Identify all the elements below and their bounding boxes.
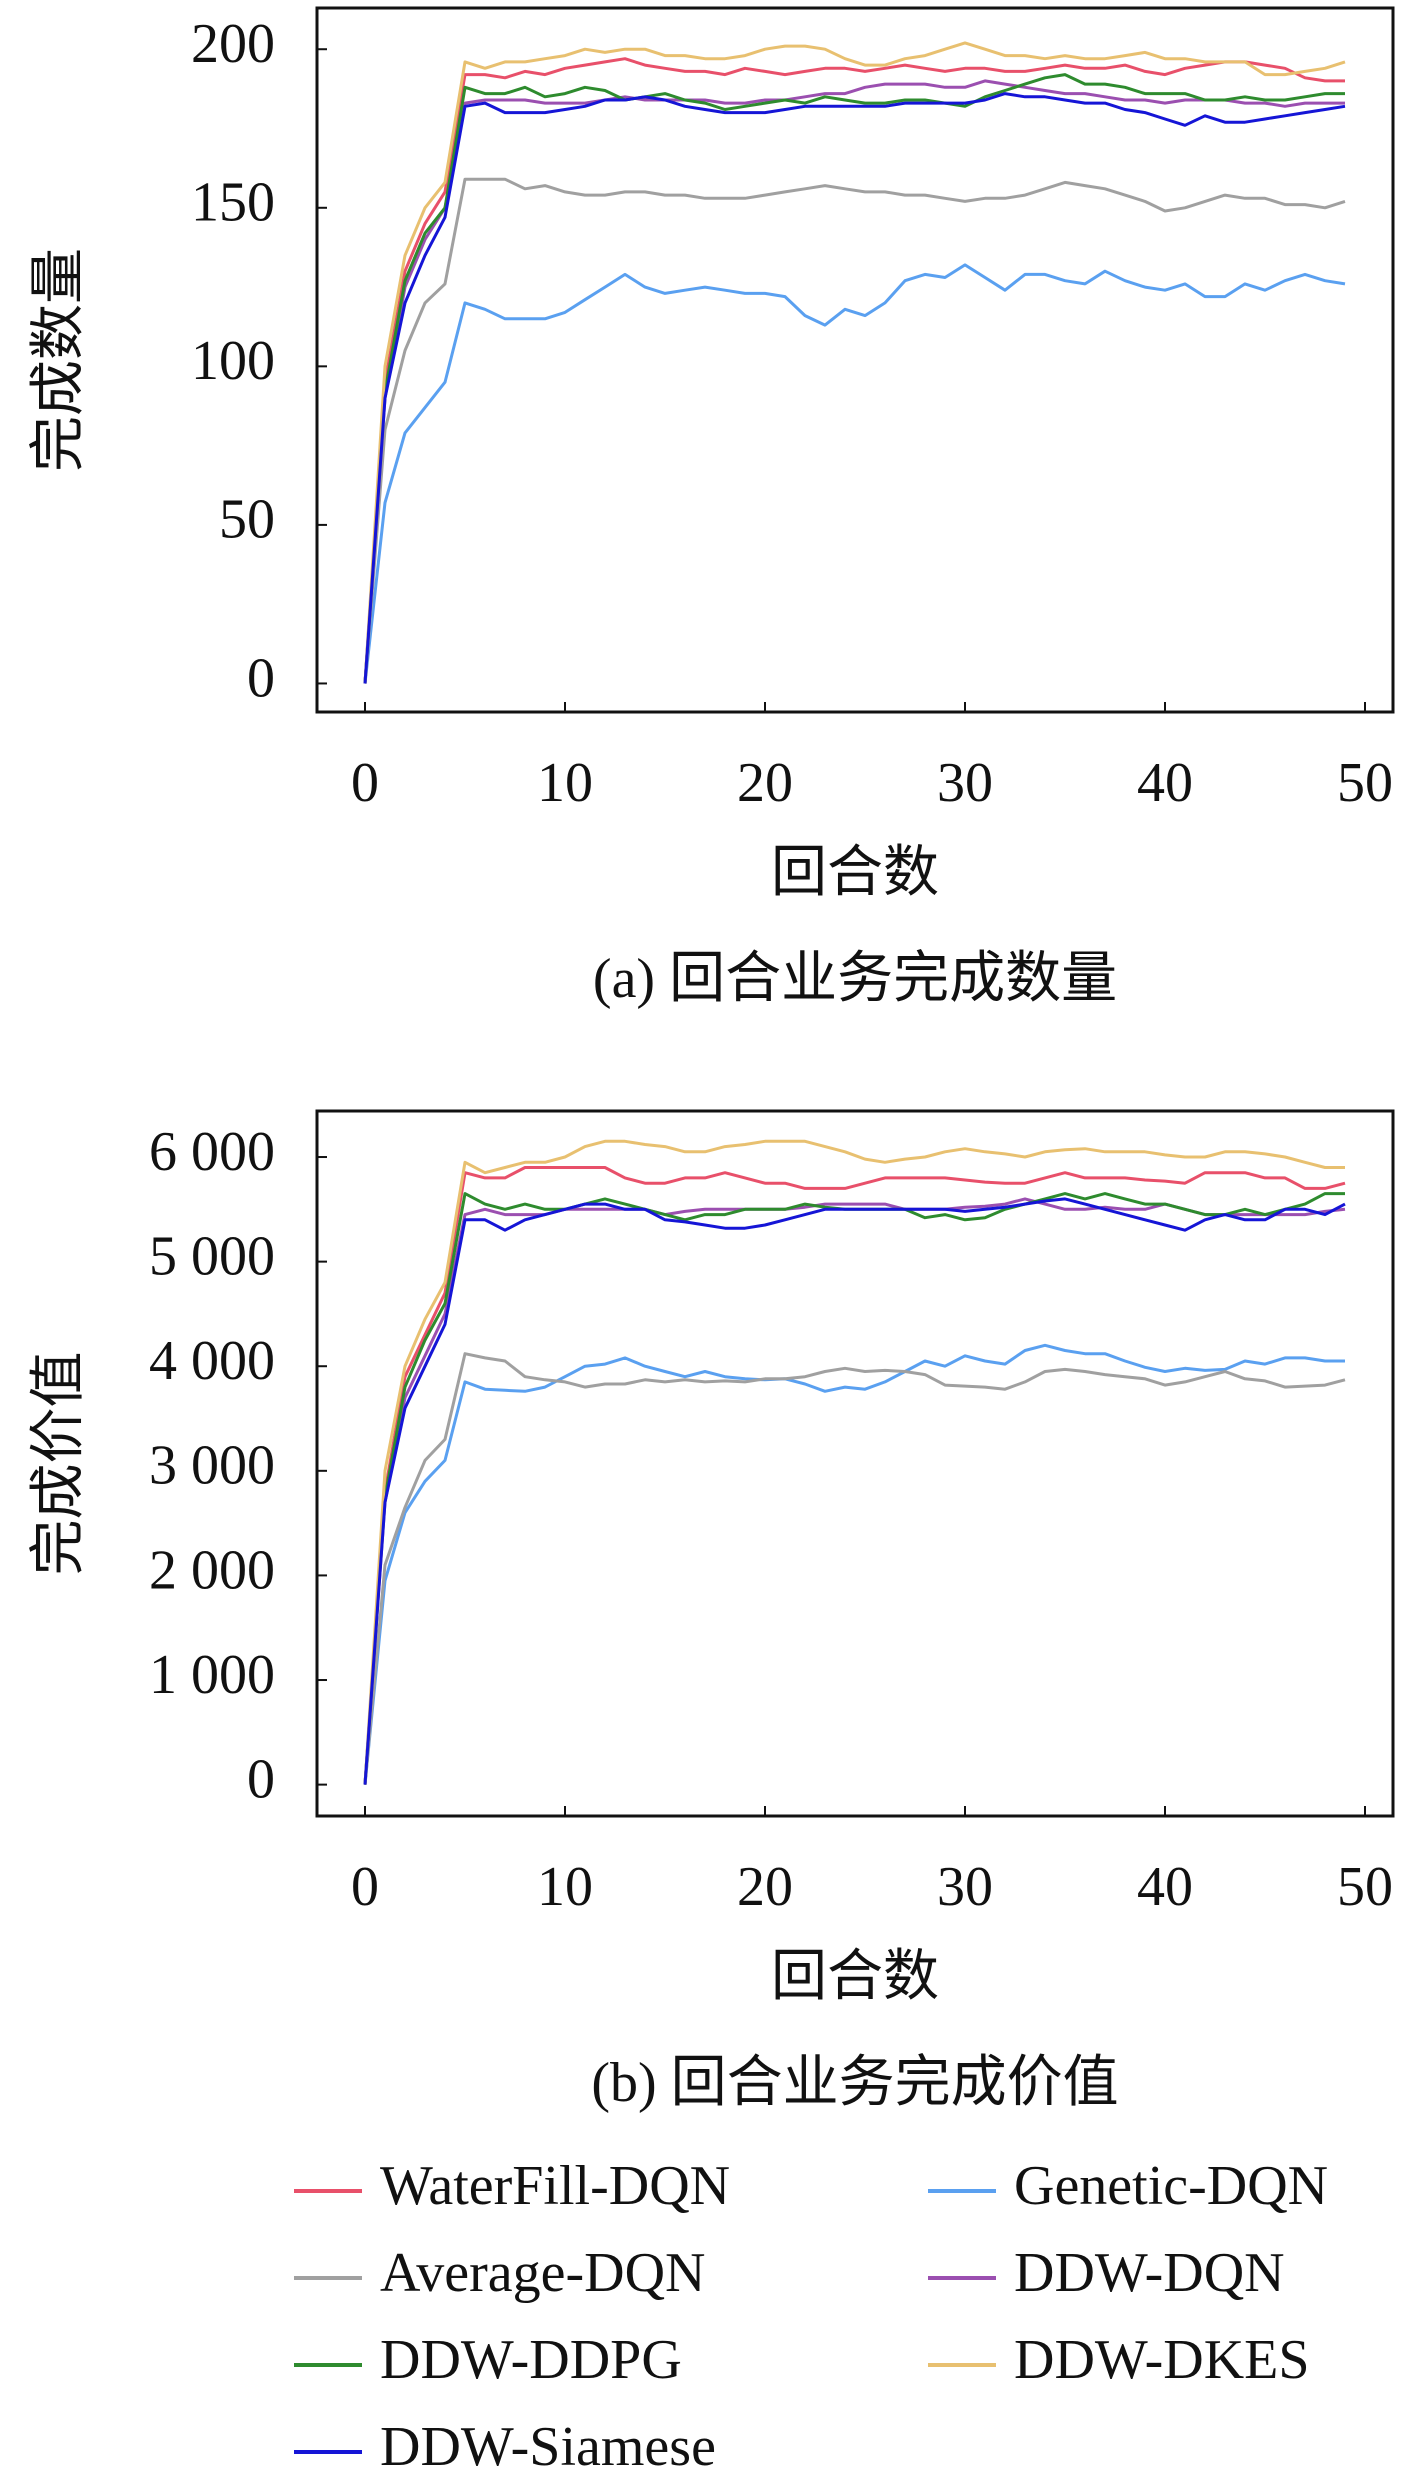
series-line [363, 1166, 1346, 1785]
legend-label: DDW-Siamese [380, 2416, 716, 2478]
x-tick-label: 10 [537, 752, 593, 814]
y-tick-label: 3 000 [149, 1435, 275, 1497]
y-tick-label: 5 000 [149, 1225, 275, 1287]
series-line [363, 1197, 1346, 1785]
y-tick-label: 6 000 [149, 1121, 275, 1183]
series-line [363, 57, 1345, 684]
caption: (a) 回合业务完成数量 [593, 948, 1117, 1010]
series-line [363, 1192, 1345, 1785]
y-axis-label: 完成数量 [28, 248, 90, 472]
y-tick-label: 2 000 [149, 1539, 275, 1601]
y-tick-label: 4 000 [149, 1330, 275, 1392]
y-tick-label: 150 [191, 172, 275, 234]
series-line [363, 79, 1345, 684]
x-tick-label: 40 [1137, 752, 1193, 814]
y-tick-label: 50 [219, 489, 275, 551]
x-tick-label: 30 [937, 752, 993, 814]
series-line [363, 177, 1346, 684]
y-tick-label: 1 000 [149, 1644, 275, 1706]
y-tick-label: 0 [247, 1748, 275, 1810]
x-tick-label: 0 [351, 1856, 379, 1918]
series-line [363, 1197, 1346, 1785]
x-tick-label: 20 [737, 752, 793, 814]
y-tick-label: 200 [191, 13, 275, 75]
series-line [363, 1352, 1346, 1785]
plot-frame [315, 1109, 1395, 1818]
legend-label: Genetic-DQN [1014, 2155, 1328, 2217]
series-line [363, 73, 1345, 684]
x-tick-label: 0 [351, 752, 379, 814]
series-line [363, 1343, 1345, 1785]
series-line [363, 263, 1346, 684]
legend-label: DDW-DDPG [380, 2329, 682, 2391]
x-tick-label: 40 [1137, 1856, 1193, 1918]
x-tick-label: 50 [1337, 752, 1393, 814]
x-tick-label: 50 [1337, 1856, 1393, 1918]
series-line [363, 1139, 1345, 1785]
caption: (b) 回合业务完成价值 [591, 2052, 1118, 2114]
x-tick-label: 20 [737, 1856, 793, 1918]
legend-label: DDW-DKES [1014, 2329, 1310, 2391]
x-axis-label: 回合数 [771, 1946, 939, 2008]
legend-label: DDW-DQN [1014, 2242, 1285, 2304]
series-line [363, 92, 1346, 684]
legend-label: WaterFill-DQN [380, 2155, 730, 2217]
legend-label: Average-DQN [380, 2242, 705, 2304]
x-tick-label: 10 [537, 1856, 593, 1918]
plot-frame [315, 6, 1395, 714]
y-tick-label: 100 [191, 330, 275, 392]
x-tick-label: 30 [937, 1856, 993, 1918]
y-axis-label: 完成价值 [28, 1352, 90, 1576]
x-axis-label: 回合数 [771, 842, 939, 904]
y-tick-label: 0 [247, 647, 275, 709]
series-line [363, 41, 1346, 684]
